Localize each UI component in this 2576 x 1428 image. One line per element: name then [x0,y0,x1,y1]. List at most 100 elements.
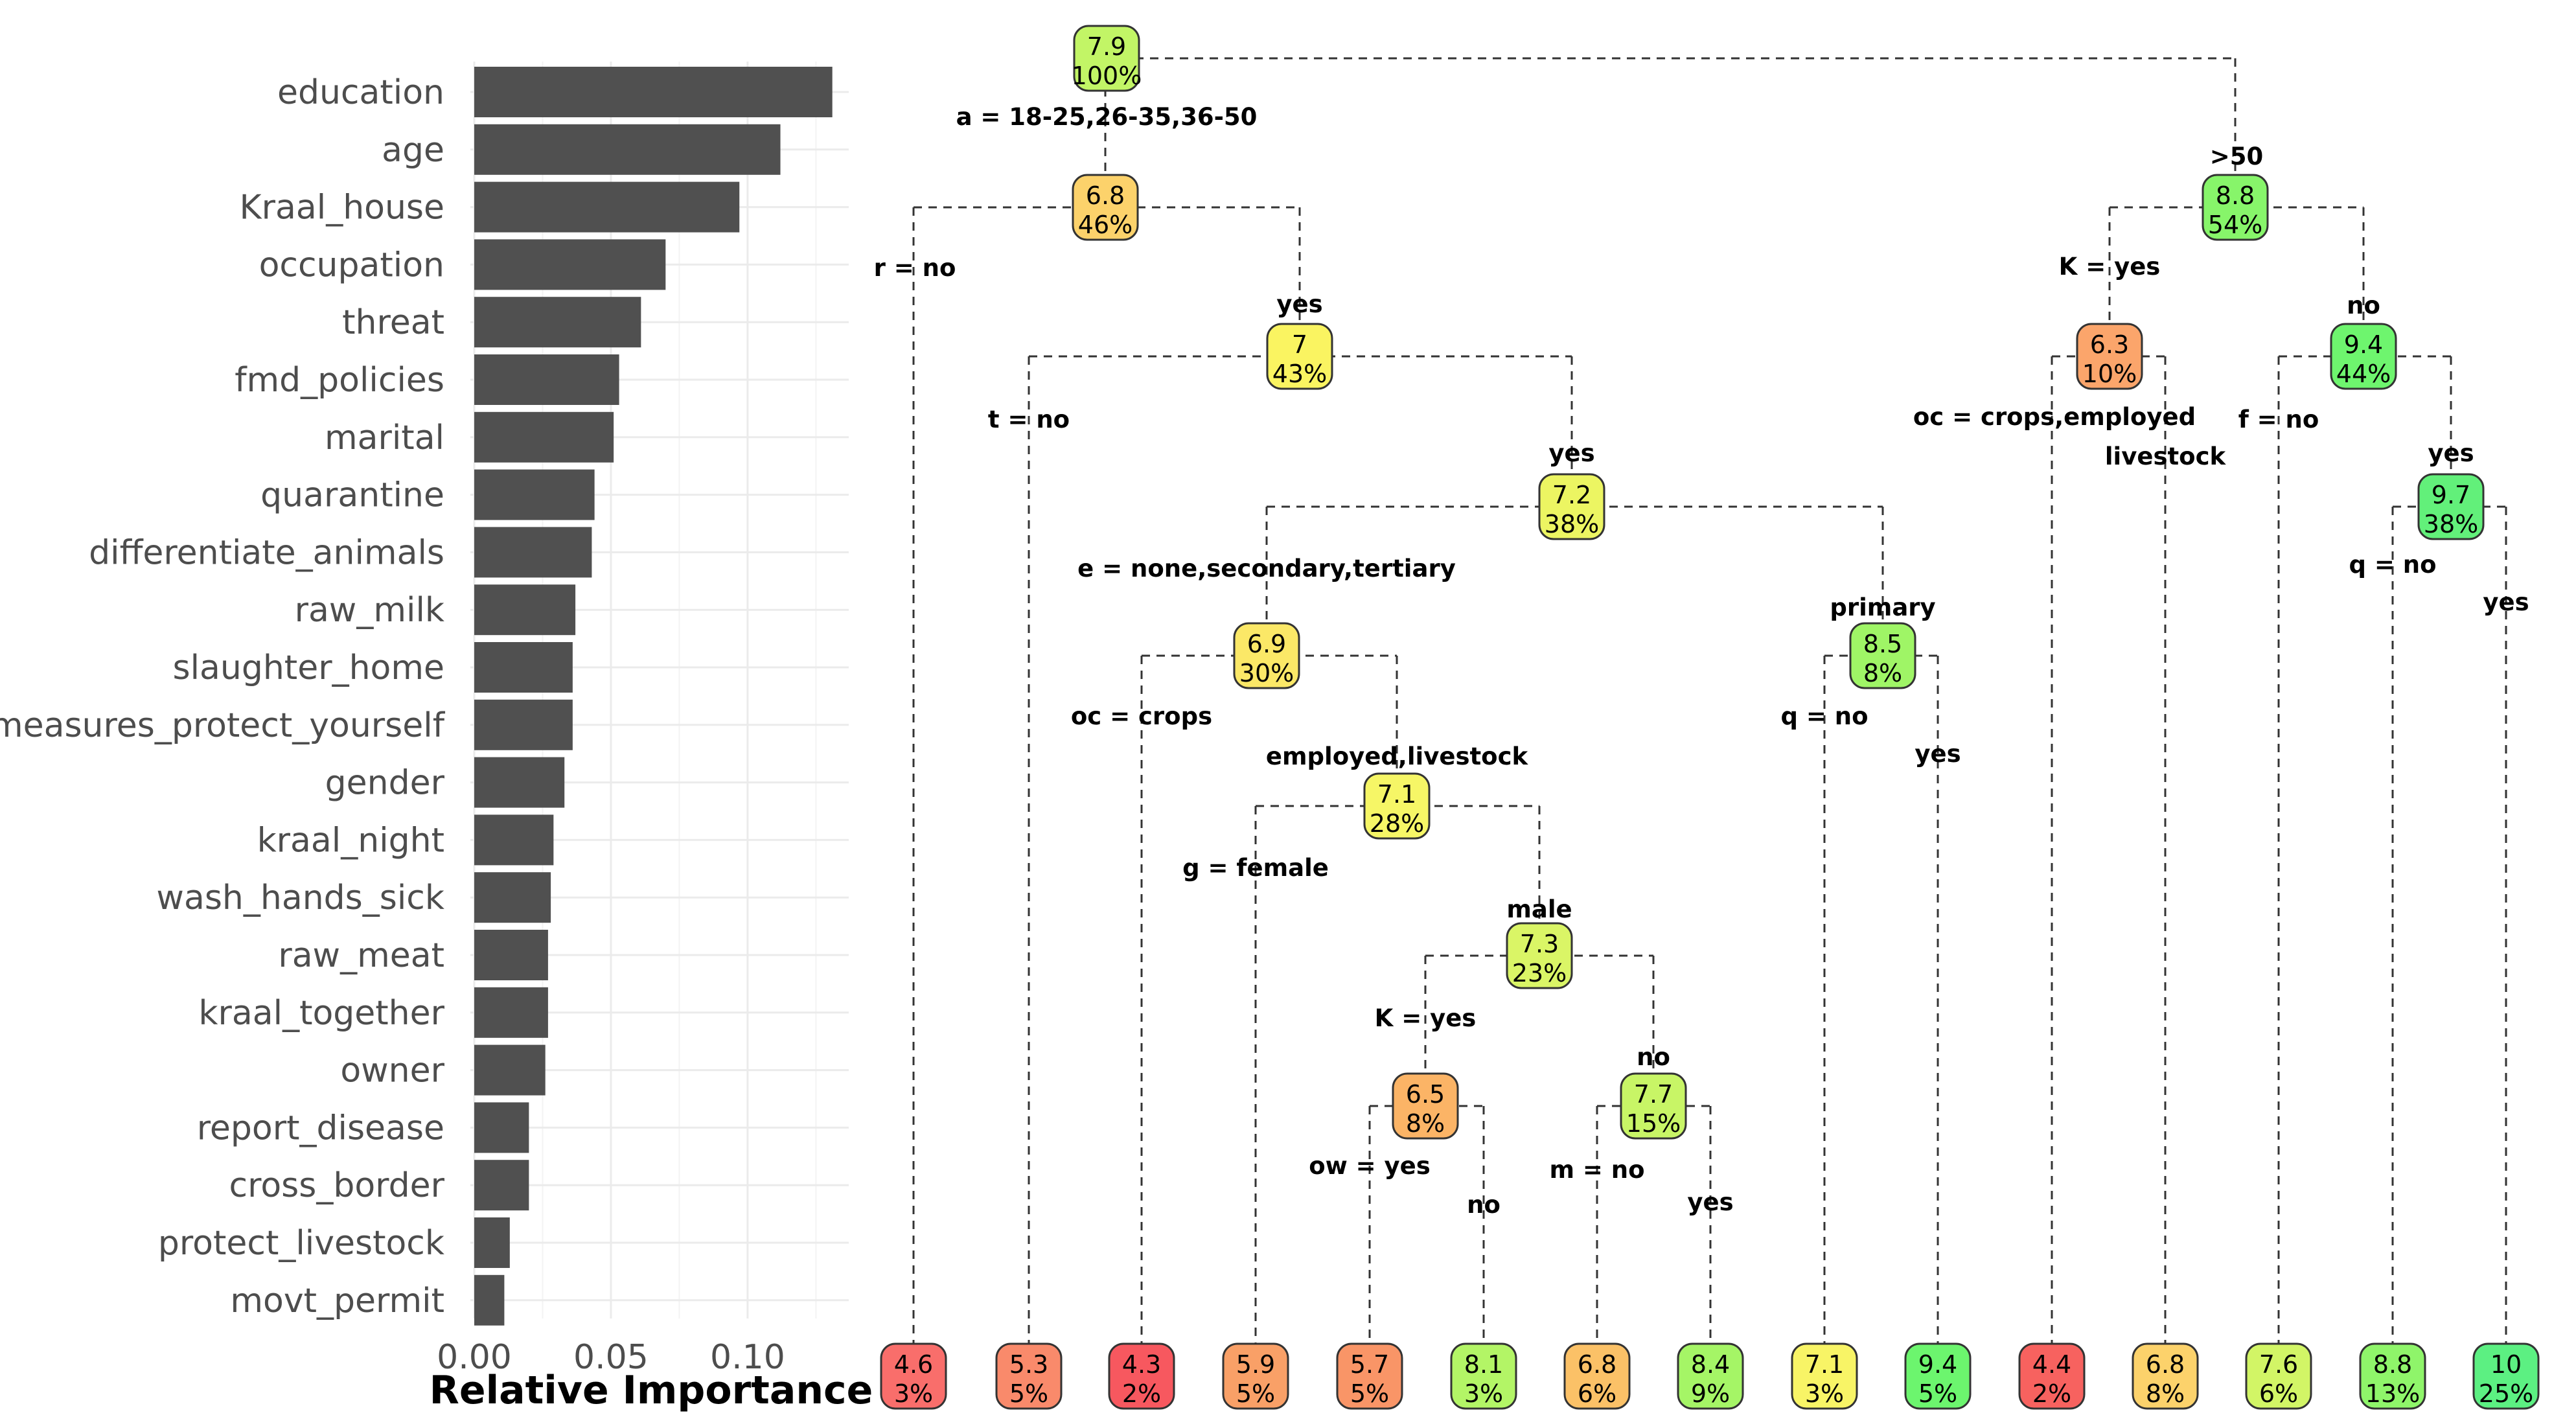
split-label: yes [1687,1188,1733,1216]
node-box [2330,323,2397,390]
bar-slaughter_home [474,642,573,693]
tree-node: 6.58% [1392,1072,1459,1140]
bar-kraal_together [474,987,548,1038]
split-label: no [1637,1043,1670,1071]
node-box [1791,1342,1858,1410]
node-percent: 100% [1072,62,1142,90]
bar-marital [474,411,614,463]
node-percent: 10% [2082,360,2137,388]
bar-measures_protect_yourself [474,699,573,750]
split-label: a = 18-25,26-35,36-50 [956,103,1258,131]
node-value: 7.2 [1552,481,1591,509]
y-tick-label: threat [342,303,444,342]
tree-node: 6.310% [2076,323,2143,390]
bar-raw_meat [474,930,548,980]
split-label: oc = crops,employed [1913,403,2196,431]
bar-movt_permit [474,1274,505,1326]
node-box [2076,323,2143,390]
x-tick-label: 0.05 [573,1338,649,1377]
x-tick-label: 0.00 [437,1338,512,1377]
split-label: e = none,secondary,tertiary [1077,555,1456,582]
split-label: yes [2483,588,2529,616]
tree-leaf: 9.45% [1904,1342,1972,1410]
node-value: 8.4 [1691,1350,1730,1379]
node-percent: 15% [1626,1109,1681,1138]
node-box [1849,622,1916,689]
node-value: 8.5 [1863,630,1902,658]
node-box [2245,1342,2312,1410]
node-box [1222,1342,1289,1410]
split-label: no [2347,292,2380,319]
x-tick-label: 0.10 [710,1338,785,1377]
node-box [1563,1342,1631,1410]
node-percent: 8% [2146,1379,2185,1408]
bar-differentiate_animals [474,527,592,578]
node-percent: 6% [1578,1379,1616,1408]
node-value: 9.4 [2344,330,2383,359]
y-tick-label: age [382,131,444,170]
tree-leaf: 7.13% [1791,1342,1858,1410]
node-percent: 13% [2365,1379,2420,1408]
tree-leaf: 8.813% [2359,1342,2426,1410]
node-value: 9.4 [1918,1350,1957,1379]
bar-cross_border [474,1160,529,1211]
node-percent: 5% [1350,1379,1389,1408]
node-percent: 44% [2336,360,2391,388]
tree-leaf: 5.75% [1336,1342,1403,1410]
bar-threat [474,297,641,348]
tree-leaf: 8.13% [1450,1342,1517,1410]
node-value: 6.8 [2146,1350,2185,1379]
node-percent: 2% [1122,1379,1161,1408]
node-percent: 30% [1239,659,1294,687]
tree-leaf: 5.35% [995,1342,1063,1410]
y-tick-label: owner [340,1052,444,1090]
y-tick-label: movt_permit [230,1282,444,1320]
x-axis-title: Relative Importance [430,1368,873,1413]
split-label: yes [1915,740,1961,768]
tree-leaf: 5.95% [1222,1342,1289,1410]
node-value: 8.1 [1464,1350,1503,1379]
node-value: 7 [1292,330,1307,359]
y-tick-label: raw_meat [278,936,444,975]
node-value: 7.9 [1087,32,1126,61]
node-box [1363,772,1431,840]
y-tick-label: fmd_policies [235,361,444,400]
tree-node: 6.930% [1233,622,1300,689]
split-label: m = no [1549,1156,1644,1184]
node-value: 5.9 [1236,1350,1275,1379]
bar-Kraal_house [474,181,740,233]
bar-age [474,124,781,175]
node-percent: 25% [2479,1379,2533,1408]
node-percent: 3% [1464,1379,1503,1408]
node-box [2472,1342,2540,1410]
node-box [995,1342,1063,1410]
node-box [2359,1342,2426,1410]
node-percent: 2% [2032,1379,2071,1408]
node-percent: 9% [1691,1379,1730,1408]
node-box [1392,1072,1459,1140]
split-label: yes [2428,439,2474,467]
node-percent: 6% [2259,1379,2298,1408]
node-box [1108,1342,1175,1410]
bar-kraal_night [474,814,554,866]
regression-tree: a = 18-25,26-35,36-50 >50 r = no yes t = no y… [874,25,2540,1410]
y-tick-label: raw_milk [295,591,444,630]
tree-node: 8.854% [2202,174,2269,241]
node-box [880,1342,947,1410]
tree-leaf: 8.49% [1677,1342,1744,1410]
split-label: male [1506,895,1572,923]
tree-leaf: 6.86% [1563,1342,1631,1410]
split-label: oc = crops [1071,702,1212,730]
y-tick-label: kraal_night [257,821,444,860]
node-percent: 5% [1918,1379,1957,1408]
split-label: K = yes [1375,1004,1477,1032]
tree-node: 8.58% [1849,622,1916,689]
tree-leaf: 6.88% [2132,1342,2199,1410]
y-tick-label: differentiate_animals [89,533,444,572]
node-box [1450,1342,1517,1410]
tree-node: 7.128% [1363,772,1431,840]
bar-protect_livestock [474,1217,510,1268]
tree-leaf: 4.42% [2018,1342,2086,1410]
split-label: q = no [1780,702,1868,730]
